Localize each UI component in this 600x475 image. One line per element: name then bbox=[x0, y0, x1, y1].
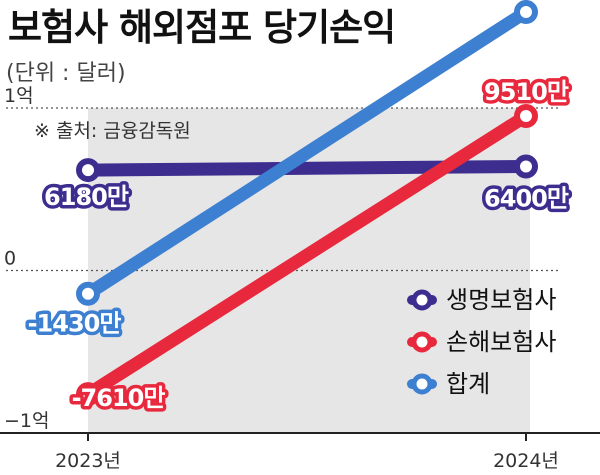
series-line bbox=[81, 5, 533, 301]
y-tick-label: −1억 bbox=[4, 410, 50, 432]
data-point bbox=[76, 382, 100, 407]
data-point bbox=[514, 154, 538, 179]
series-line bbox=[81, 160, 533, 177]
legend-label: 생명보험사 bbox=[446, 286, 556, 314]
legend-swatch-marker bbox=[411, 331, 433, 353]
data-label: -7610만 bbox=[72, 384, 166, 412]
data-point bbox=[76, 281, 100, 306]
legend-label: 손해보험사 bbox=[446, 328, 556, 356]
unit-note: (단위 : 달러) bbox=[6, 61, 126, 86]
data-label: 6400만 bbox=[484, 185, 569, 213]
source-note: ※ 출처: 금융감독원 bbox=[34, 120, 191, 142]
data-point bbox=[76, 158, 100, 183]
data-label: 6180만 bbox=[44, 183, 129, 211]
x-tick-label: 2023년 bbox=[55, 450, 121, 472]
chart-title: 보험사 해외점포 당기손익 bbox=[8, 6, 395, 49]
series-line bbox=[81, 109, 533, 401]
data-point bbox=[514, 103, 538, 128]
legend-label: 합계 bbox=[446, 370, 490, 398]
legend-swatch-marker bbox=[411, 373, 433, 395]
data-point bbox=[514, 0, 538, 24]
data-label: 9510만 bbox=[484, 78, 569, 106]
y-tick-label: 0 bbox=[4, 248, 16, 270]
y-tick-label: 1억 bbox=[4, 85, 34, 107]
legend-swatch-marker bbox=[411, 289, 433, 311]
x-tick-label: 2024년 bbox=[493, 450, 559, 472]
data-label: -1430만 bbox=[28, 310, 122, 338]
